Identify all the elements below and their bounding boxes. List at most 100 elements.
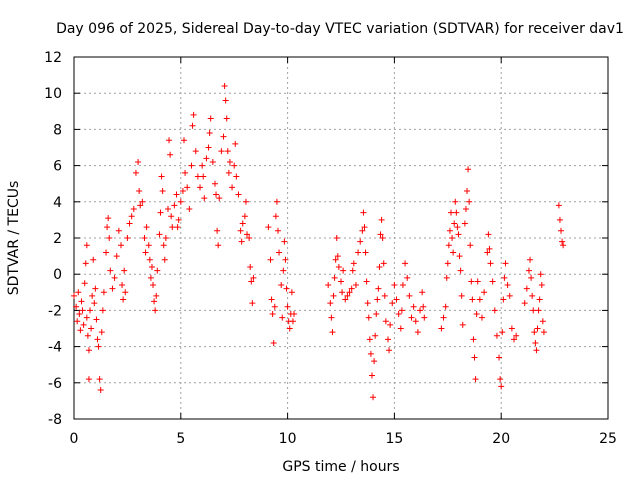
data-point [348,285,355,292]
x-axis-label: GPS time / hours [282,459,399,475]
data-point [267,256,274,263]
data-point [496,354,503,361]
data-point [457,267,464,274]
data-point [85,376,92,383]
data-point [466,198,473,205]
data-point [393,296,400,303]
data-point [540,329,547,336]
data-point [120,296,127,303]
data-point [380,260,387,267]
data-point [147,274,154,281]
data-point [157,209,164,216]
data-point [452,198,459,205]
data-point [523,285,530,292]
data-point [106,235,113,241]
data-point [376,263,383,270]
data-point [117,242,124,249]
data-point [270,339,277,346]
data-point [224,148,231,155]
data-point [456,253,463,260]
data-point [93,316,100,323]
data-point [521,300,528,307]
data-point [141,235,148,241]
data-point [146,256,153,263]
data-point [218,148,225,155]
data-point [404,274,411,281]
data-point [280,267,287,274]
data-point [364,300,371,307]
data-point [186,206,193,213]
x-tick-label: 25 [599,431,617,447]
data-point [124,235,131,241]
data-point [161,256,168,263]
y-tick-label: 10 [44,86,62,102]
data-point [350,260,357,267]
data-point [83,314,90,321]
data-point [221,82,228,89]
data-point [335,263,342,270]
data-point [87,307,94,314]
data-point [493,332,500,339]
data-point [474,278,481,285]
data-point [213,191,220,198]
y-tick-label: 2 [53,231,62,247]
data-point [241,213,248,220]
data-point [226,158,233,165]
data-point [340,267,347,274]
data-point [282,256,289,263]
data-point [459,321,466,328]
data-point [158,173,165,180]
data-point [334,253,341,260]
data-point [451,220,458,227]
data-point [420,303,427,310]
data-point [333,235,340,241]
data-point [366,336,373,343]
data-point [96,376,103,383]
data-point [481,289,488,296]
data-point [559,238,566,245]
data-point [104,224,111,231]
data-point [231,162,238,169]
data-point [462,206,469,213]
data-point [536,296,543,303]
data-point [560,242,567,249]
data-point [281,238,288,245]
data-point [268,296,275,303]
chart-title: Day 096 of 2025, Sidereal Day-to-day VTE… [56,21,624,37]
data-point [115,227,122,234]
x-tick-label: 5 [176,431,185,447]
data-point [288,289,295,296]
y-tick-label: -4 [48,340,62,356]
data-point [214,227,221,234]
data-point [225,169,232,176]
data-point [148,263,155,270]
data-point [454,224,461,231]
data-point [397,325,404,332]
data-point [80,321,87,328]
data-point [272,213,279,220]
data-point [188,162,195,169]
data-point [361,224,368,231]
data-point [504,282,511,289]
data-point [85,347,92,354]
data-point [97,387,104,394]
data-point [201,195,208,202]
data-point [328,314,335,321]
data-point [126,220,133,227]
data-point [177,198,184,205]
x-tick-label: 20 [492,431,510,447]
data-point [182,169,189,176]
data-point [410,303,417,310]
y-tick-label: -6 [48,376,62,392]
data-point [269,311,276,318]
data-point [75,289,82,296]
data-point [250,274,257,281]
data-point [387,321,394,328]
data-point [469,296,476,303]
data-point [128,213,135,220]
data-point [278,282,285,289]
data-point [485,231,492,238]
data-point [136,187,143,194]
